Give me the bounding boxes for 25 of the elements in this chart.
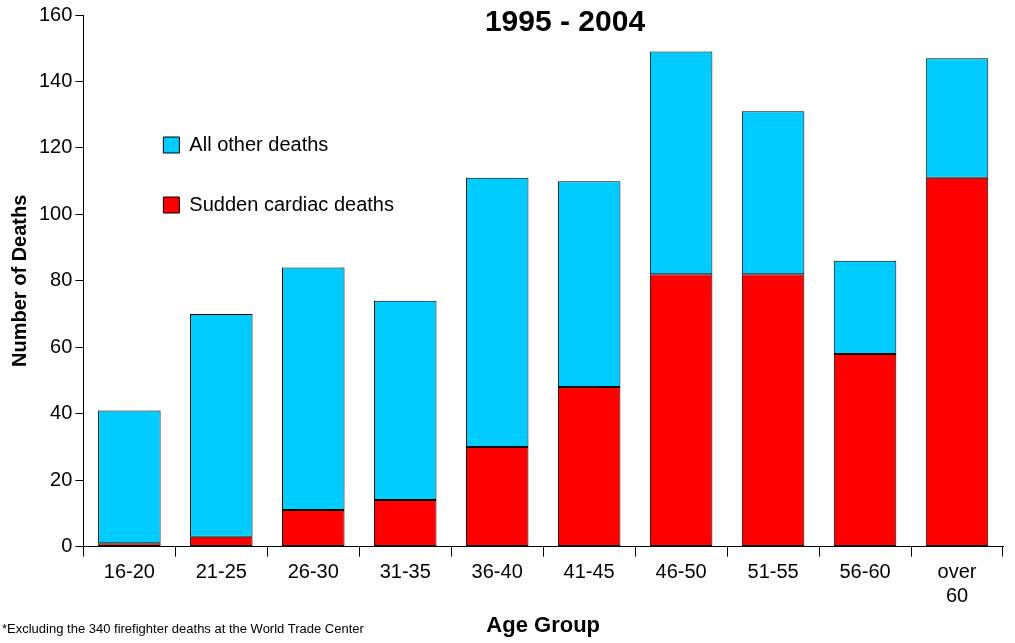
y-tick-label: 120 [38,135,73,158]
y-tick-label: 20 [50,467,73,490]
x-tick-label: 41-45 [563,560,615,583]
y-tick-label: 100 [38,201,73,224]
y-tick-label: 40 [50,401,73,424]
x-axis-title: Age Group [486,611,601,637]
y-tick-label: 140 [38,68,73,91]
x-tick-label: 46-50 [655,560,707,583]
x-tick-label: 26-30 [287,560,339,583]
x-tick-label: 21-25 [195,560,247,583]
x-tick-label: 31-35 [379,560,431,583]
x-tick-label: 56-60 [839,560,891,583]
y-tick-label: 160 [38,2,73,25]
y-tick-label: 60 [50,334,73,357]
x-tick-label: 51-55 [747,560,799,583]
x-tick-label: 36-40 [471,560,523,583]
chart-title: 1995 - 2004 [484,4,646,38]
y-tick-label: 0 [61,534,73,557]
y-tick-label: 80 [50,268,73,291]
x-tick-label: 16-20 [103,560,155,583]
y-axis-title: Number of Deaths [7,194,30,367]
x-tick-label: over 60 [937,560,977,607]
legend-label: All other deaths [189,132,329,155]
legend-label: Sudden cardiac deaths [189,192,394,215]
text: *Excluding the 340 firefighter deaths at the World Trade Center [2,621,365,637]
